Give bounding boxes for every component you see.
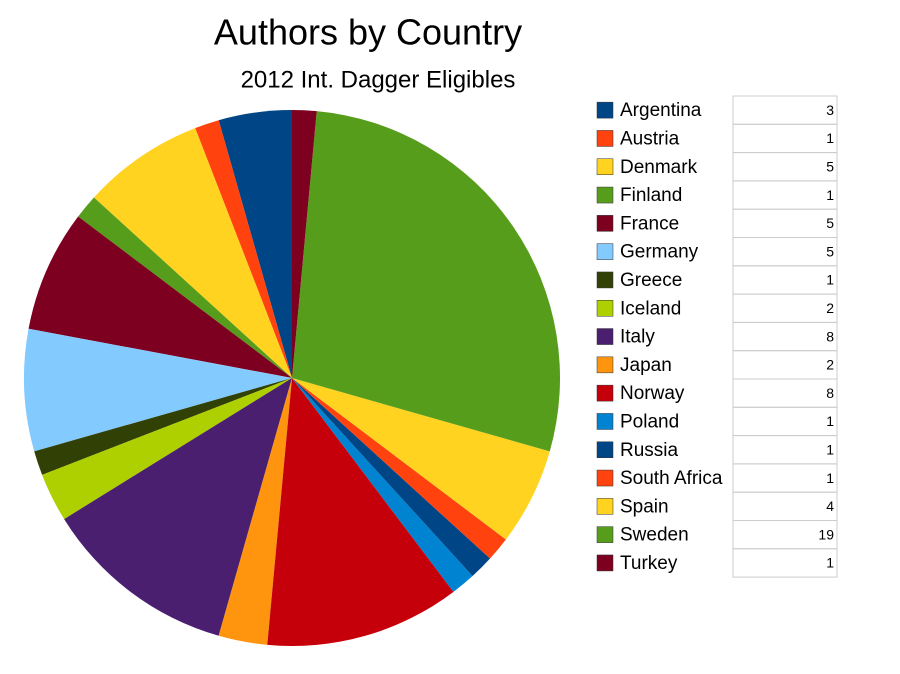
table-cell [732, 406, 838, 437]
table-cell [732, 208, 838, 238]
table-cell [732, 152, 838, 182]
pie-slice [267, 378, 454, 646]
legend-swatch [596, 498, 614, 515]
table-value: 8 [826, 385, 834, 401]
legend-label: Germany [620, 242, 699, 263]
legend-swatch [596, 469, 614, 487]
pie-slice [292, 378, 506, 559]
legend-label: Finland [620, 185, 682, 206]
legend-swatch [596, 215, 614, 232]
table-cell [732, 123, 838, 154]
legend-swatch [596, 158, 614, 175]
legend-label: Iceland [620, 298, 681, 319]
pie-slice [64, 378, 292, 636]
pie-slice [292, 110, 317, 378]
legend-swatch [596, 243, 614, 260]
table-cell [732, 293, 838, 323]
legend-swatch [596, 384, 614, 402]
chart-subtitle: 2012 Int. Dagger Eligibles [241, 66, 516, 93]
table-value: 1 [826, 555, 834, 571]
table-value: 3 [826, 102, 834, 118]
legend-label: Austria [620, 128, 680, 149]
pie-slice [28, 216, 293, 378]
table-value: 4 [826, 498, 834, 514]
pie-slice [292, 378, 491, 577]
table-value: 8 [826, 328, 834, 344]
table-cell [732, 463, 838, 493]
table-cell [732, 548, 838, 578]
table-value: 1 [826, 187, 834, 203]
table-cell [732, 180, 838, 210]
legend-label: Spain [620, 496, 669, 517]
pie-slice [292, 378, 473, 592]
legend-swatch [596, 554, 614, 572]
table-cell [732, 95, 838, 125]
table-cell [732, 491, 838, 522]
legend-label: Italy [620, 327, 655, 348]
legend-label: Argentina [620, 100, 702, 121]
legend-label: South Africa [620, 468, 723, 489]
table-value: 1 [826, 413, 834, 429]
table-value: 19 [818, 526, 834, 542]
table-value: 1 [826, 470, 834, 486]
pie-slice [292, 378, 550, 540]
table-value: 1 [826, 441, 834, 457]
legend-swatch [596, 356, 614, 374]
table-value: 5 [826, 158, 834, 174]
legend-swatch [596, 101, 614, 119]
legend-swatch [596, 413, 614, 430]
legend-swatch [596, 328, 614, 345]
pie-slice [23, 328, 292, 452]
legend-swatch [596, 441, 614, 458]
table-cell [732, 321, 838, 352]
table-value: 5 [826, 243, 834, 259]
pie-slice [34, 378, 293, 475]
table-value: 5 [826, 215, 834, 231]
legend-label: Norway [620, 383, 685, 404]
table-cell [732, 350, 838, 380]
table-value: 2 [826, 357, 834, 373]
legend-label: Japan [620, 355, 672, 376]
legend-label: Poland [620, 411, 679, 432]
legend-swatch [596, 130, 614, 147]
table-cell [732, 435, 838, 465]
pie-slice [218, 378, 292, 645]
legend-swatch [596, 186, 614, 204]
legend-label: Sweden [620, 525, 689, 546]
pie-slice [195, 120, 292, 379]
table-cell [732, 237, 838, 267]
table-value: 2 [826, 300, 834, 316]
legend-label: Denmark [620, 157, 698, 178]
legend-label: Russia [620, 440, 679, 461]
legend-swatch [596, 300, 614, 317]
pie-slice [42, 378, 292, 520]
legend-swatch [596, 271, 614, 289]
legend-label: France [620, 213, 679, 234]
pie-slice [78, 197, 293, 378]
table-cell [732, 378, 838, 408]
chart-title: Authors by Country [214, 12, 522, 53]
legend-swatch [596, 526, 614, 543]
pie-slice [218, 110, 292, 378]
table-value: 1 [826, 272, 834, 288]
pie-slice [292, 111, 560, 452]
table-value: 1 [826, 130, 834, 146]
legend-label: Turkey [620, 553, 678, 574]
pie-slice [93, 128, 292, 378]
legend-label: Greece [620, 270, 682, 291]
table-cell [732, 265, 838, 295]
